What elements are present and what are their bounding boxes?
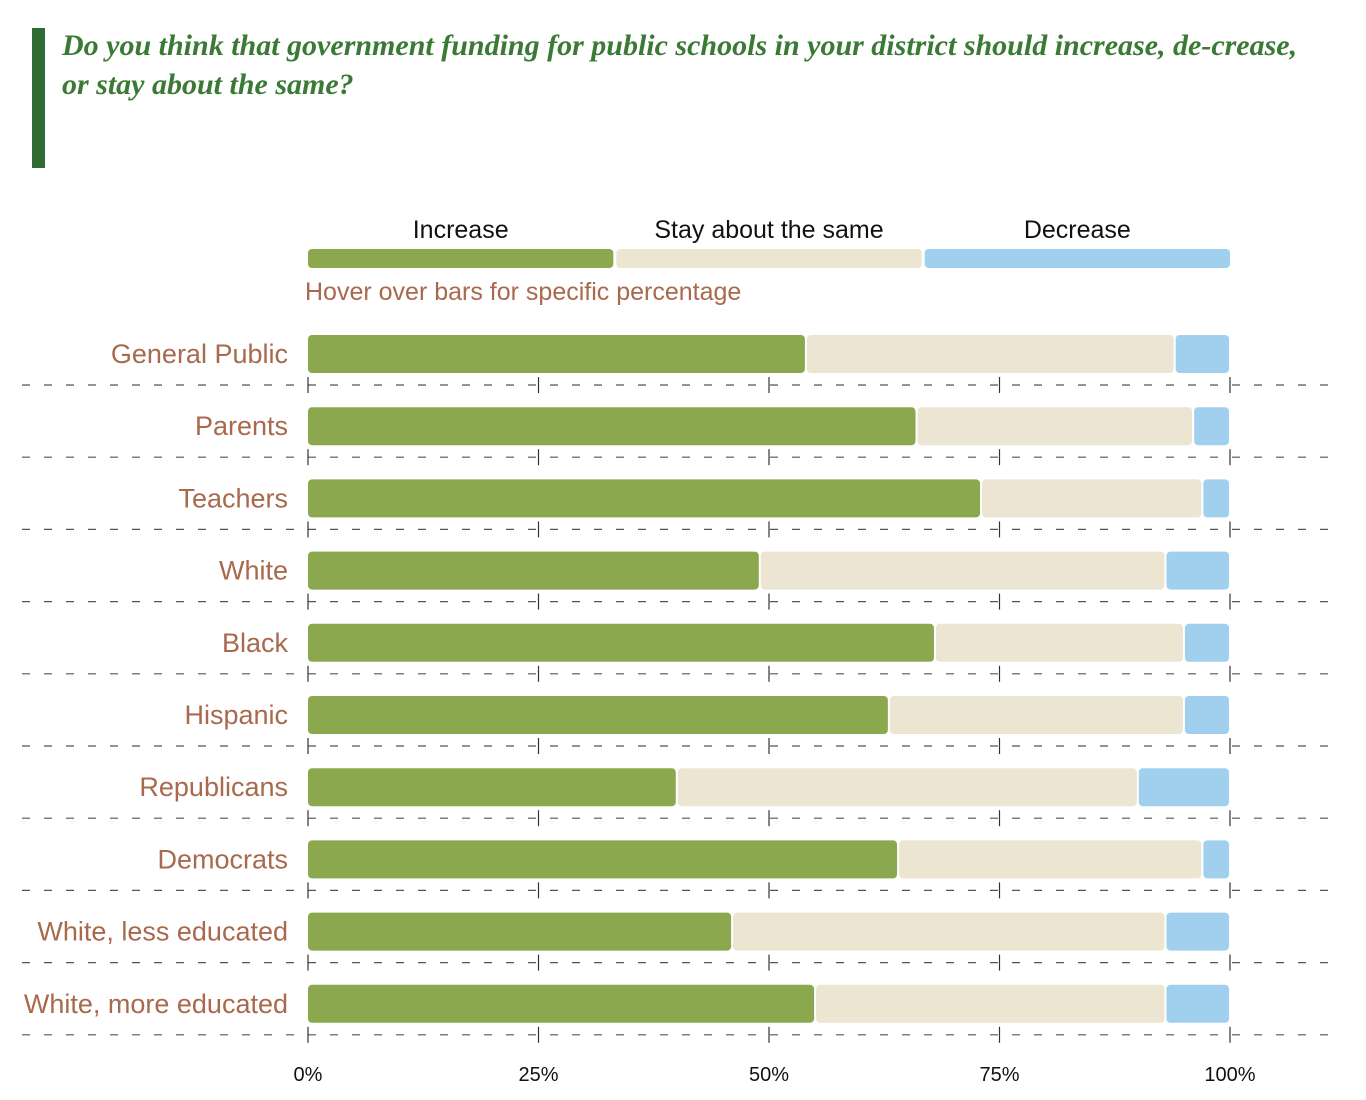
category-label: White <box>219 556 288 586</box>
legend-label-0: Increase <box>413 216 509 244</box>
bar-stay-about-the-same <box>760 551 1165 590</box>
x-tick-label: 0% <box>294 1064 323 1086</box>
bar-increase <box>308 335 805 373</box>
category-label: White, less educated <box>37 917 288 947</box>
bar-stay-about-the-same <box>899 840 1202 879</box>
x-tick-label: 50% <box>749 1064 789 1086</box>
bar-increase <box>308 407 916 446</box>
bar-stay-about-the-same <box>982 479 1202 518</box>
bar-decrease <box>1203 479 1229 518</box>
bar-increase <box>308 768 676 807</box>
bar-decrease <box>1166 912 1229 951</box>
legend-label-2: Decrease <box>1024 216 1131 244</box>
legend-swatch-2 <box>924 249 1230 268</box>
bar-stay-about-the-same <box>889 696 1183 734</box>
category-label: Black <box>222 628 289 658</box>
x-tick-label: 25% <box>518 1064 558 1086</box>
bar-increase <box>308 696 888 734</box>
legend-swatch-1 <box>616 249 922 268</box>
bar-stay-about-the-same <box>917 407 1193 446</box>
bar-decrease <box>1175 335 1229 373</box>
bar-stay-about-the-same <box>935 623 1183 662</box>
category-label: Hispanic <box>184 700 288 730</box>
bar-decrease <box>1194 407 1229 446</box>
x-tick-label: 75% <box>979 1064 1019 1086</box>
bar-increase <box>308 912 732 951</box>
legend-swatch-0 <box>308 249 614 268</box>
category-label: Teachers <box>178 483 288 513</box>
bar-increase <box>308 984 815 1023</box>
bar-decrease <box>1166 551 1229 590</box>
bar-increase <box>308 551 759 590</box>
category-label: White, more educated <box>24 989 288 1019</box>
category-label: Parents <box>195 411 288 441</box>
bar-stay-about-the-same <box>677 768 1137 807</box>
bar-increase <box>308 479 981 518</box>
category-label: Democrats <box>157 844 288 874</box>
bar-increase <box>308 623 934 662</box>
bar-stay-about-the-same <box>816 984 1165 1023</box>
chart-question: Do you think that government funding for… <box>62 29 1298 101</box>
title-accent-bar <box>32 28 45 168</box>
bar-stay-about-the-same <box>806 335 1174 373</box>
legend-label-1: Stay about the same <box>654 216 883 244</box>
bar-decrease <box>1203 840 1229 879</box>
bar-decrease <box>1184 623 1229 662</box>
bar-decrease <box>1166 984 1229 1023</box>
x-tick-label: 100% <box>1204 1064 1255 1086</box>
bar-decrease <box>1184 696 1229 734</box>
hover-hint: Hover over bars for specific percentage <box>305 278 741 306</box>
bar-decrease <box>1138 768 1229 807</box>
category-label: Republicans <box>139 772 288 802</box>
category-label: General Public <box>111 339 288 369</box>
bar-increase <box>308 840 898 879</box>
bar-stay-about-the-same <box>733 912 1165 951</box>
